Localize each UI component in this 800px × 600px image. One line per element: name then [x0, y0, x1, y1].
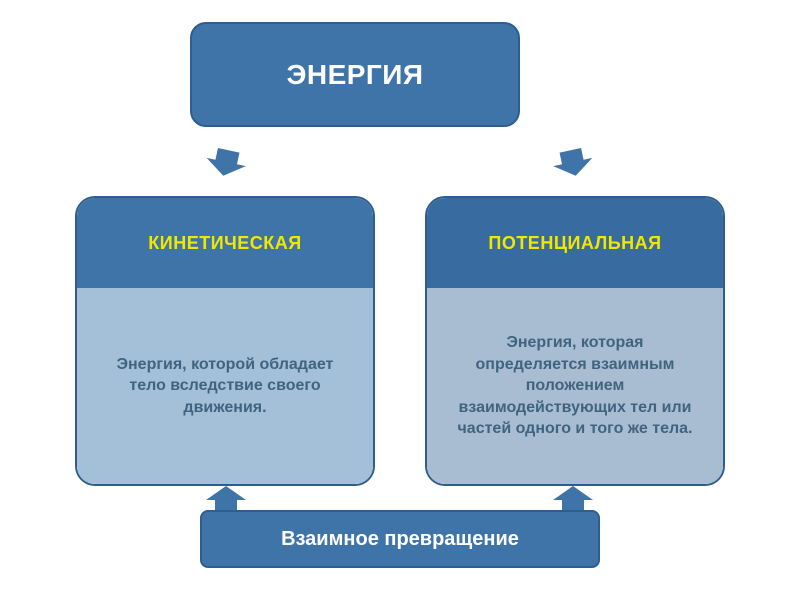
kinetic-card: КИНЕТИЧЕСКАЯ Энергия, которой обладает т…	[75, 196, 375, 486]
potential-card: ПОТЕНЦИАЛЬНАЯ Энергия, которая определяе…	[425, 196, 725, 486]
mutual-conversion-label: Взаимное превращение	[281, 528, 519, 551]
energy-root-box: ЭНЕРГИЯ	[190, 22, 520, 127]
kinetic-header: КИНЕТИЧЕСКАЯ	[77, 198, 373, 288]
arrow-down-right-icon	[551, 146, 596, 180]
arrow-up-left-icon	[206, 486, 246, 512]
kinetic-body: Энергия, которой обладает тело вследстви…	[77, 288, 373, 484]
arrow-down-left-icon	[204, 146, 249, 180]
energy-title: ЭНЕРГИЯ	[286, 59, 423, 91]
arrow-up-right-icon	[553, 486, 593, 512]
energy-diagram: ЭНЕРГИЯ КИНЕТИЧЕСКАЯ Энергия, которой об…	[0, 0, 800, 600]
potential-body: Энергия, которая определяется взаимным п…	[427, 288, 723, 484]
potential-header: ПОТЕНЦИАЛЬНАЯ	[427, 198, 723, 288]
mutual-conversion-box: Взаимное превращение	[200, 510, 600, 568]
